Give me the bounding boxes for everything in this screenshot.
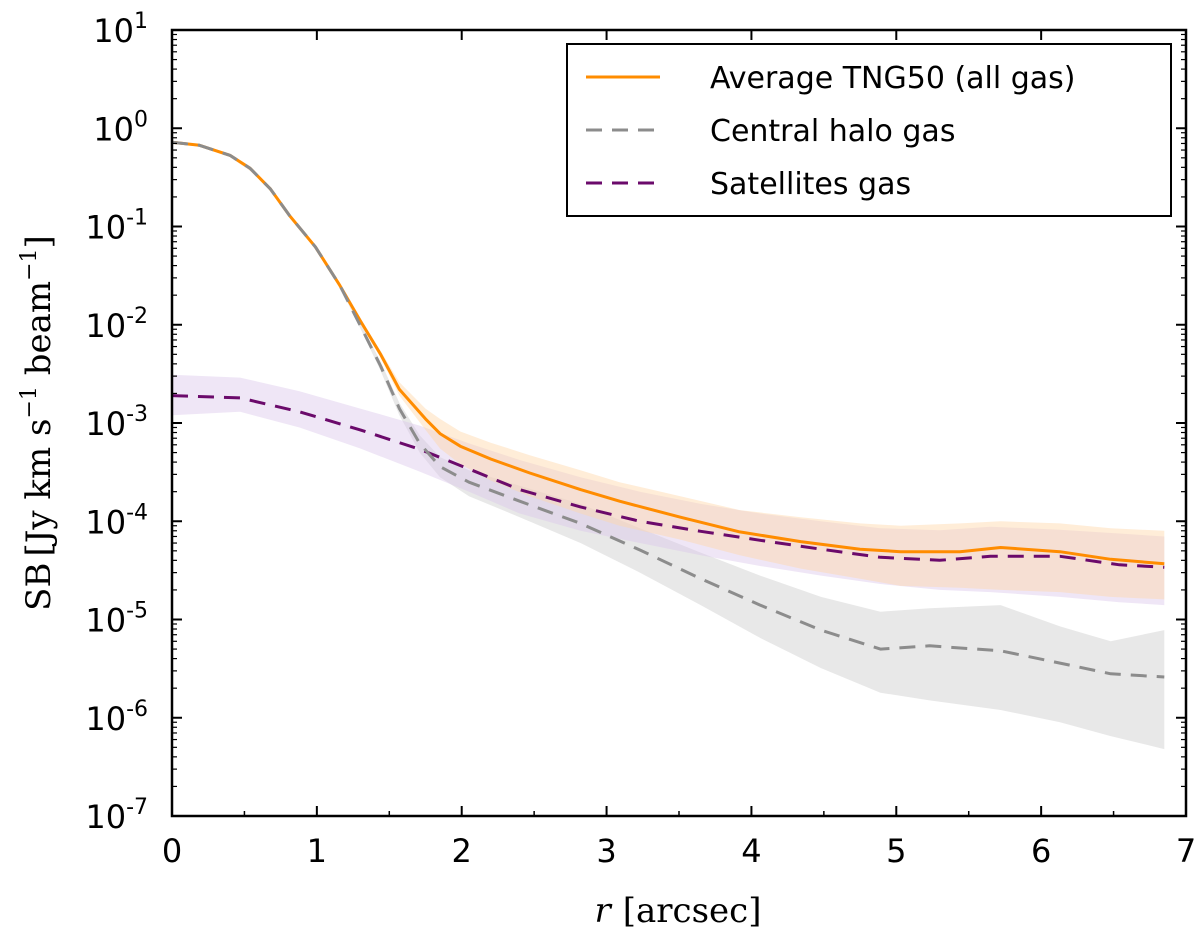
x-tick-label: 1 (307, 832, 327, 870)
series-lines (171, 140, 1165, 679)
y-tick-label: 10-1 (85, 206, 148, 247)
line-central-halo-gas (171, 140, 1165, 679)
x-axis-ticks: 0 1 2 3 4 5 6 7 (162, 30, 1196, 870)
uncertainty-bands (172, 141, 1165, 750)
y-tick-label: 100 (93, 107, 148, 148)
x-tick-label: 4 (741, 832, 761, 870)
y-axis-label: SB[Jy km s−1 beam−1] (17, 235, 59, 611)
y-tick-label: 10-6 (85, 697, 148, 738)
y-axis-ticks: 101 100 10-1 10-2 10-3 10-4 10-5 10-6 10-7 (85, 9, 1186, 836)
y-axis-unit-close: ] (19, 235, 59, 248)
x-axis-label: r [arcsec] (595, 891, 762, 931)
x-tick-label: 0 (162, 832, 182, 870)
legend-label-average: Average TNG50 (all gas) (710, 61, 1076, 96)
x-axis-unit: [arcsec] (623, 891, 762, 931)
x-axis-var: r (595, 891, 613, 931)
y-tick-label: 10-4 (85, 500, 148, 541)
line-average-tng50-all-gas (171, 140, 1165, 566)
x-tick-label: 2 (452, 832, 472, 870)
x-tick-label: 5 (886, 832, 906, 870)
x-tick-label: 3 (596, 832, 616, 870)
y-axis-unit-a: [Jy km s (19, 419, 59, 557)
legend: Average TNG50 (all gas) Central halo gas… (566, 43, 1172, 217)
y-axis-unit-b: beam (19, 281, 59, 386)
line-satellites-gas (171, 394, 1165, 569)
legend-label-satellites: Satellites gas (710, 167, 911, 202)
y-tick-label: 10-5 (85, 599, 148, 640)
y-tick-label: 10-2 (85, 304, 148, 345)
band-central-halo-gas (172, 141, 1165, 750)
legend-label-central: Central halo gas (710, 114, 955, 149)
y-axis-prefix: SB (19, 563, 59, 611)
y-axis-exp-2: −1 (17, 248, 42, 280)
x-tick-label: 6 (1031, 832, 1051, 870)
y-tick-label: 10-7 (85, 795, 148, 836)
y-axis-exp-1: −1 (17, 386, 42, 418)
y-tick-label: 101 (93, 9, 148, 50)
legend-box (566, 43, 1172, 217)
band-satellites-gas (172, 374, 1165, 606)
x-tick-label: 7 (1176, 832, 1196, 870)
y-tick-label: 10-3 (85, 402, 148, 443)
